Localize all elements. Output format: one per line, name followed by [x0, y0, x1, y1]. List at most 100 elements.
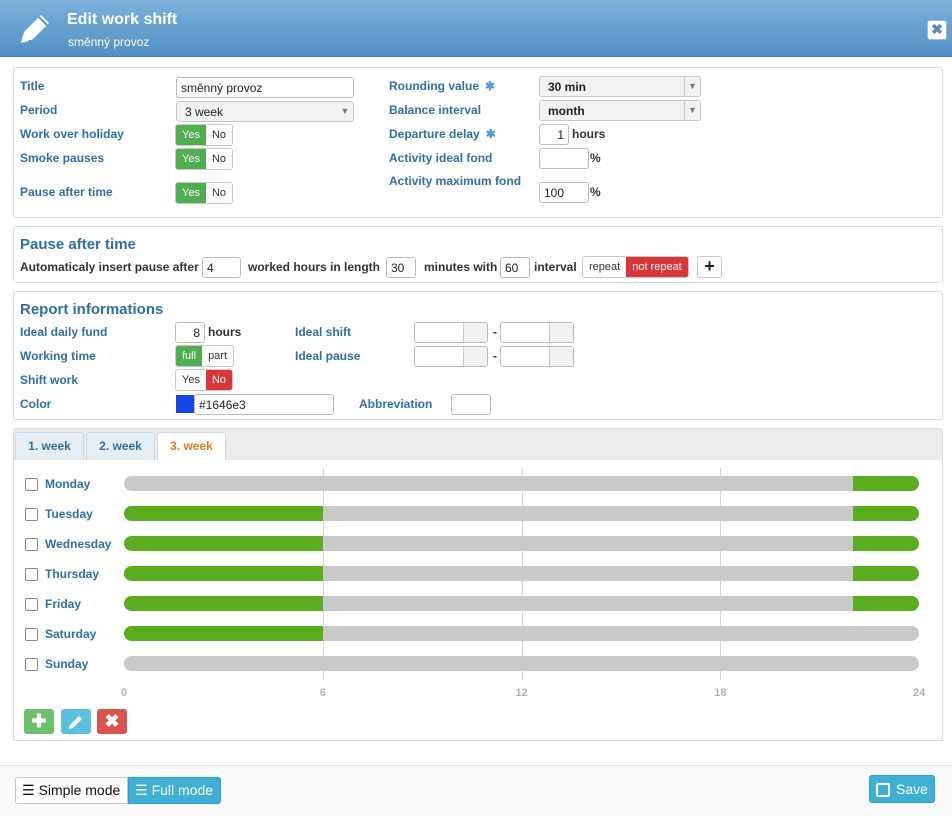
shift-work-toggle[interactable]: Yes No: [175, 369, 234, 391]
rounding-value-text: Rounding value: [389, 79, 479, 93]
full-mode-button[interactable]: ☰ Full mode: [128, 777, 221, 804]
ideal-daily-fund-input[interactable]: [175, 322, 205, 343]
add-pause-button[interactable]: +: [697, 256, 722, 278]
abbreviation-input[interactable]: [451, 394, 491, 415]
close-icon[interactable]: ✖: [927, 20, 947, 40]
tab-week-1[interactable]: 1. week: [15, 432, 84, 461]
insert-pause-label: Automaticaly insert pause after: [20, 260, 199, 274]
activity-maximum-fond-input[interactable]: [539, 182, 589, 203]
range-dash: -: [493, 349, 497, 363]
title-input[interactable]: [176, 77, 354, 98]
period-label: Period: [20, 103, 58, 117]
repeat-toggle[interactable]: repeat not repeat: [582, 256, 689, 278]
pause-after-input[interactable]: [202, 257, 241, 278]
work-segment[interactable]: [852, 476, 919, 491]
period-value: 3 week: [185, 105, 224, 119]
calendar-icon[interactable]: [463, 347, 487, 366]
part-option[interactable]: part: [208, 350, 228, 362]
title-label: Title: [20, 79, 45, 93]
day-label: Wednesday: [45, 537, 112, 551]
work-segment[interactable]: [124, 626, 323, 641]
day-checkbox[interactable]: [25, 478, 38, 491]
day-timeline-bar[interactable]: [124, 656, 919, 671]
day-timeline-bar[interactable]: [124, 506, 919, 521]
report-informations-panel: Report informations Ideal daily fund hou…: [13, 291, 943, 420]
save-button[interactable]: Save: [869, 775, 935, 803]
calendar-icon[interactable]: [463, 323, 487, 342]
work-segment[interactable]: [852, 566, 919, 581]
footer-divider: [0, 765, 952, 766]
save-label: Save: [896, 781, 928, 797]
day-timeline-bar[interactable]: [124, 596, 919, 611]
color-swatch[interactable]: [176, 395, 194, 413]
pause-after-time-toggle[interactable]: Yes No: [175, 182, 234, 204]
delete-button[interactable]: ✖: [97, 709, 127, 734]
ideal-daily-fund-label: Ideal daily fund: [20, 325, 108, 339]
tab-week-3[interactable]: 3. week: [157, 432, 226, 462]
repeat-option[interactable]: repeat: [589, 261, 621, 273]
rounding-value-label: Rounding value ✱: [389, 79, 495, 93]
departure-delay-input[interactable]: [539, 124, 569, 145]
day-timeline-bar[interactable]: [124, 536, 919, 551]
color-input[interactable]: [194, 394, 334, 415]
work-segment[interactable]: [124, 596, 323, 611]
yes-option[interactable]: Yes: [176, 183, 206, 203]
day-checkbox[interactable]: [25, 598, 38, 611]
day-checkbox[interactable]: [25, 628, 38, 641]
yes-option[interactable]: Yes: [176, 125, 206, 145]
abbreviation-label: Abbreviation: [359, 397, 433, 411]
percent-unit: %: [590, 151, 601, 165]
day-label: Saturday: [45, 627, 97, 641]
day-checkbox[interactable]: [25, 538, 38, 551]
yes-option[interactable]: Yes: [176, 149, 206, 169]
ideal-pause-from-input[interactable]: [414, 346, 488, 367]
balance-interval-select[interactable]: month ▼: [539, 100, 701, 121]
day-timeline-bar[interactable]: [124, 566, 919, 581]
departure-delay-label: Departure delay ✱: [389, 127, 496, 141]
smoke-pauses-toggle[interactable]: Yes No: [175, 148, 234, 170]
ideal-pause-to-input[interactable]: [500, 346, 574, 367]
not-repeat-option[interactable]: not repeat: [626, 257, 688, 277]
day-timeline-bar[interactable]: [124, 476, 919, 491]
close-icon: ✖: [104, 711, 120, 731]
work-segment[interactable]: [124, 506, 323, 521]
work-over-holiday-toggle[interactable]: Yes No: [175, 124, 234, 146]
no-option[interactable]: No: [205, 370, 233, 390]
work-segment[interactable]: [852, 536, 919, 551]
asterisk-icon: ✱: [485, 79, 496, 93]
calendar-icon[interactable]: [549, 323, 573, 342]
activity-ideal-fond-input[interactable]: [539, 148, 589, 169]
day-checkbox[interactable]: [25, 658, 38, 671]
no-option[interactable]: No: [211, 129, 227, 141]
no-option[interactable]: No: [211, 153, 227, 165]
add-button[interactable]: ✚: [24, 709, 54, 734]
ideal-shift-from-input[interactable]: [414, 322, 488, 343]
work-segment[interactable]: [852, 506, 919, 521]
rounding-value-select[interactable]: 30 min ▼: [539, 76, 701, 97]
work-segment[interactable]: [124, 536, 323, 551]
yes-option[interactable]: Yes: [182, 374, 200, 386]
edit-button[interactable]: [61, 709, 91, 734]
ideal-shift-to-input[interactable]: [500, 322, 574, 343]
day-label: Tuesday: [45, 507, 93, 521]
pause-length-input[interactable]: [386, 257, 416, 278]
tab-week-2[interactable]: 2. week: [86, 432, 155, 461]
no-option[interactable]: No: [211, 187, 227, 199]
minutes-with-label: minutes with: [424, 260, 498, 274]
activity-maximum-fond-label: Activity maximum fond: [389, 174, 522, 188]
work-segment[interactable]: [852, 596, 919, 611]
balance-interval-label: Balance interval: [389, 103, 482, 117]
work-segment[interactable]: [124, 566, 323, 581]
day-timeline-bar[interactable]: [124, 626, 919, 641]
day-checkbox[interactable]: [25, 568, 38, 581]
working-time-toggle[interactable]: full part: [175, 345, 235, 367]
hour-tick-label: 24: [913, 687, 926, 699]
day-checkbox[interactable]: [25, 508, 38, 521]
percent-unit: %: [590, 185, 601, 199]
full-option[interactable]: full: [176, 346, 203, 366]
day-label: Sunday: [45, 657, 89, 671]
calendar-icon[interactable]: [549, 347, 573, 366]
pause-interval-input[interactable]: [500, 257, 530, 278]
simple-mode-button[interactable]: ☰ Simple mode: [15, 777, 128, 804]
period-select[interactable]: 3 week ▼: [176, 101, 354, 122]
